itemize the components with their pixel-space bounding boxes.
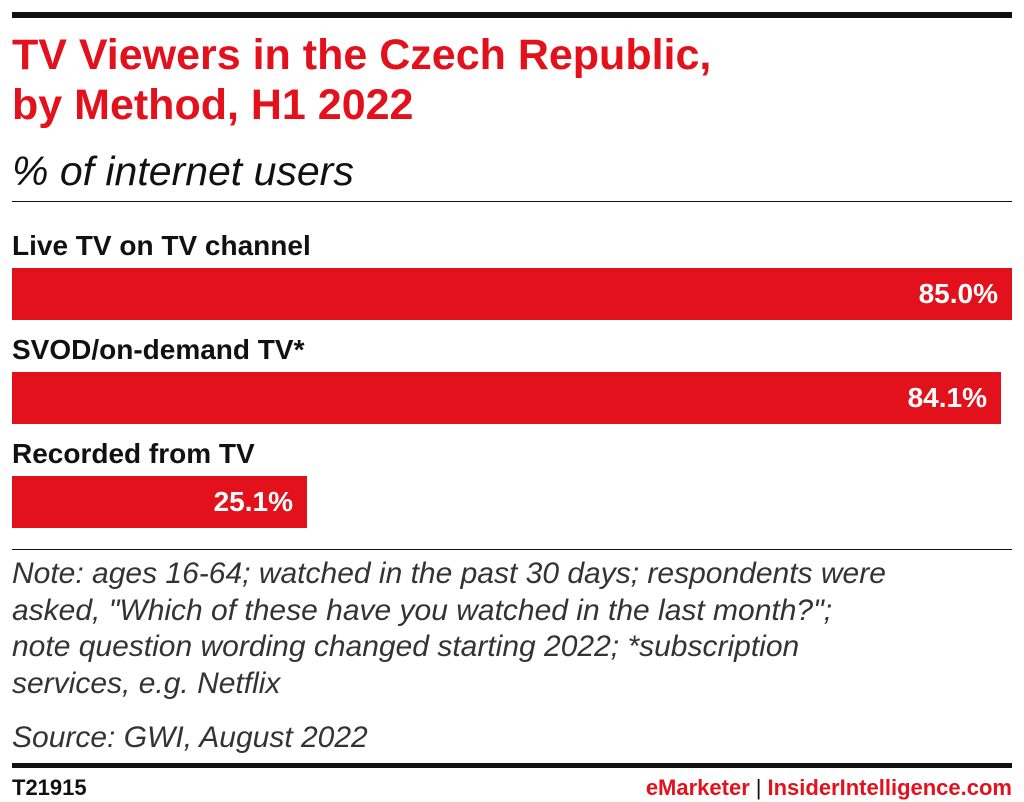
bottom-rule bbox=[12, 763, 1012, 768]
top-rule bbox=[12, 12, 1012, 18]
bar bbox=[12, 268, 1012, 320]
brand-separator: | bbox=[755, 775, 762, 800]
category-label: Live TV on TV channel bbox=[12, 230, 311, 261]
note-rule bbox=[12, 549, 1012, 550]
note-line-4: services, e.g. Netflix bbox=[12, 666, 281, 700]
chart-title-line-1: TV Viewers in the Czech Republic, bbox=[12, 31, 712, 79]
note-line-3: note question wording changed starting 2… bbox=[12, 630, 800, 663]
chart-title-line-2: by Method, H1 2022 bbox=[12, 81, 414, 129]
value-label: 84.1% bbox=[907, 382, 987, 413]
bar bbox=[12, 476, 307, 528]
footer-brand: eMarketer | InsiderIntelligence.com bbox=[646, 775, 1012, 801]
value-label: 25.1% bbox=[213, 486, 293, 517]
chart-subtitle: % of internet users bbox=[12, 148, 354, 194]
chart-note: Note: ages 16-64; watched in the past 30… bbox=[12, 556, 1012, 702]
brand-emarketer: eMarketer bbox=[645, 775, 750, 800]
subtitle-rule bbox=[12, 201, 1012, 202]
chart-source: Source: GWI, August 2022 bbox=[12, 721, 368, 754]
note-line-2: asked, "Which of these have you watched … bbox=[12, 593, 833, 627]
bar bbox=[12, 372, 1001, 424]
category-label: Recorded from TV bbox=[12, 438, 255, 469]
value-label: 85.0% bbox=[918, 278, 998, 309]
brand-insiderintelligence: InsiderIntelligence.com bbox=[767, 775, 1012, 800]
chart-id: T21915 bbox=[12, 775, 87, 800]
note-line-1: Note: ages 16-64; watched in the past 30… bbox=[12, 557, 886, 590]
category-label: SVOD/on-demand TV* bbox=[12, 334, 305, 365]
chart-title: TV Viewers in the Czech Republic, by Met… bbox=[12, 30, 1012, 130]
